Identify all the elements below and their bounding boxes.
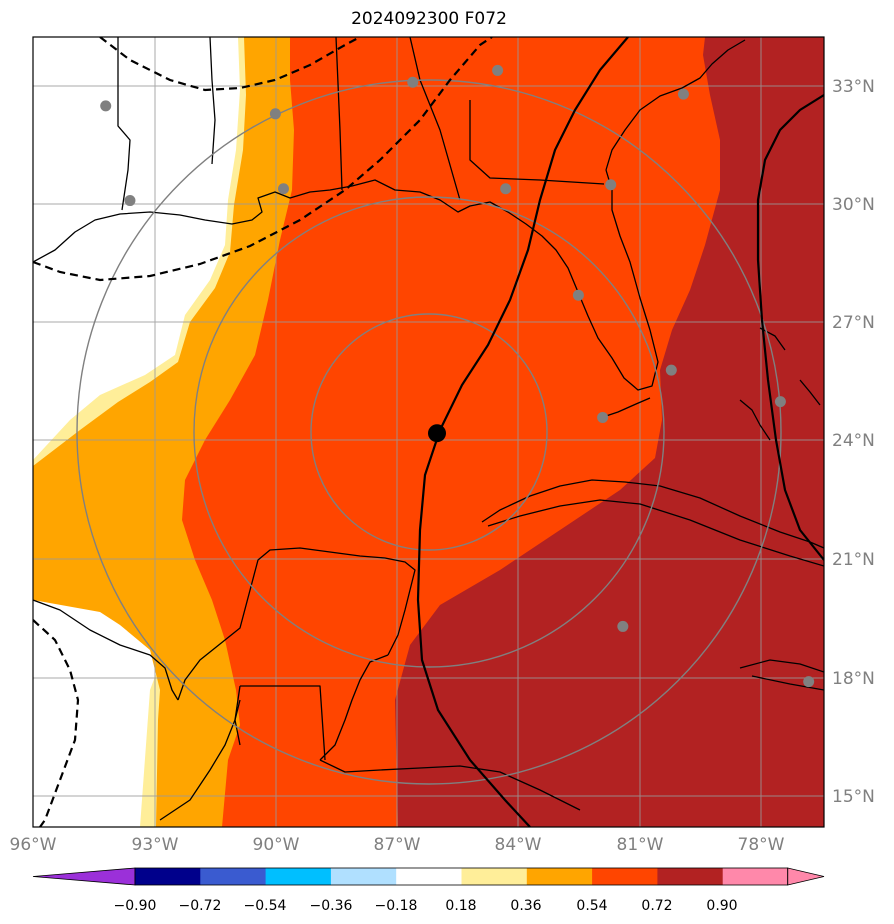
lat-label: 27°N — [832, 313, 875, 333]
station-marker — [100, 100, 112, 112]
lon-label: 81°W — [617, 835, 664, 855]
colorbar-tick: 0.36 — [510, 898, 541, 914]
colorbar-extend-min — [32, 867, 136, 886]
colorbar-tick: 0.72 — [641, 898, 672, 914]
dashed-contours — [33, 37, 493, 827]
station-marker — [803, 676, 815, 688]
range-rings — [76, 79, 782, 785]
station-marker — [277, 183, 289, 195]
station-marker — [500, 183, 512, 195]
colorbar-bin — [461, 868, 528, 885]
storm-center-marker — [428, 424, 446, 443]
station-marker — [269, 108, 281, 120]
lat-label: 24°N — [832, 431, 875, 451]
lat-label: 21°N — [832, 550, 875, 570]
lon-label: 87°W — [374, 835, 421, 855]
colorbar-tick: 0.54 — [576, 898, 607, 914]
lat-label: 33°N — [832, 77, 875, 97]
map-frame — [32, 36, 825, 828]
lon-label: 84°W — [495, 835, 542, 855]
map-title: 2024092300 F072 — [351, 9, 507, 29]
lon-label: 78°W — [738, 835, 785, 855]
colorbar — [32, 867, 825, 886]
colorbar-tick: −0.36 — [310, 898, 353, 914]
lon-label: 96°W — [10, 835, 57, 855]
latitude-labels: 33°N 30°N 27°N 24°N 21°N 18°N 15°N — [832, 77, 875, 807]
station-marker — [677, 88, 689, 100]
station-marker — [665, 364, 677, 376]
colorbar-bin — [265, 868, 332, 885]
colorbar-bin — [330, 868, 397, 885]
colorbar-bin-top — [722, 868, 789, 885]
station-marker — [572, 289, 584, 301]
colorbar-tick: −0.72 — [179, 898, 222, 914]
station-marker — [124, 195, 136, 207]
graticule — [33, 37, 824, 827]
station-marker — [617, 620, 629, 632]
station-markers — [100, 64, 815, 688]
colorbar-frame — [134, 867, 789, 886]
colorbar-extend-max — [787, 867, 825, 886]
station-marker — [492, 64, 504, 76]
station-marker — [407, 76, 419, 88]
station-marker — [774, 396, 786, 408]
station-marker — [605, 179, 617, 191]
coastlines — [33, 37, 824, 821]
map-area — [33, 37, 824, 827]
lon-label: 93°W — [132, 835, 179, 855]
field-fill-level-4 — [395, 37, 824, 827]
colorbar-bin — [526, 868, 593, 885]
colorbar-tick-labels: −0.90 −0.72 −0.54 −0.36 −0.18 0.18 0.36 … — [114, 898, 738, 914]
lat-label: 30°N — [832, 195, 875, 215]
lat-label: 18°N — [832, 669, 875, 689]
colorbar-bin — [135, 868, 201, 885]
colorbar-tick: −0.18 — [375, 898, 418, 914]
colorbar-tick: 0.18 — [445, 898, 476, 914]
longitude-labels: 96°W 93°W 90°W 87°W 84°W 81°W 78°W — [10, 835, 785, 855]
colorbar-tick: −0.90 — [114, 898, 157, 914]
station-marker — [597, 411, 609, 423]
colorbar-bin — [396, 868, 462, 885]
colorbar-bin — [657, 868, 724, 885]
solid-contours — [416, 37, 824, 827]
colorbar-bin — [200, 868, 267, 885]
lat-label: 15°N — [832, 787, 875, 807]
colorbar-tick: 0.90 — [706, 898, 737, 914]
colorbar-tick: −0.54 — [244, 898, 287, 914]
lon-label: 90°W — [253, 835, 300, 855]
colorbar-bin — [592, 868, 658, 885]
